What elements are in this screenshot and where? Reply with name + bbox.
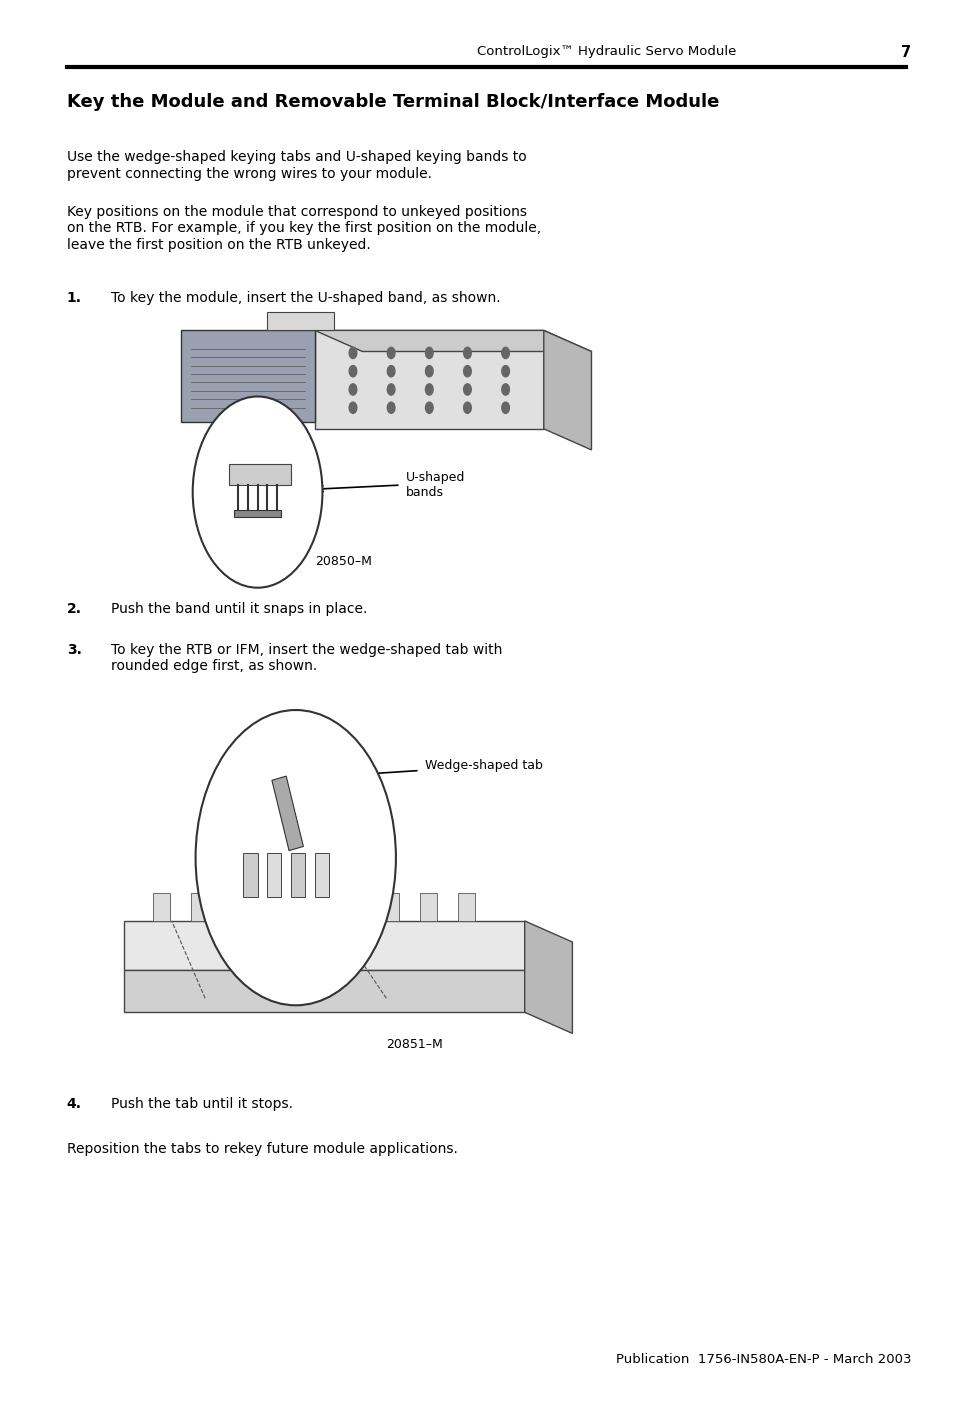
Text: 2.: 2. xyxy=(67,602,82,616)
Polygon shape xyxy=(267,312,334,330)
Text: 20851–M: 20851–M xyxy=(386,1038,442,1050)
Polygon shape xyxy=(305,893,322,921)
Circle shape xyxy=(463,384,471,395)
Text: Key positions on the module that correspond to unkeyed positions
on the RTB. For: Key positions on the module that corresp… xyxy=(67,205,540,252)
Circle shape xyxy=(501,384,509,395)
Polygon shape xyxy=(181,330,314,422)
Circle shape xyxy=(349,402,356,413)
Polygon shape xyxy=(381,893,398,921)
Circle shape xyxy=(193,396,322,588)
Circle shape xyxy=(425,384,433,395)
Circle shape xyxy=(463,347,471,359)
Polygon shape xyxy=(243,853,257,897)
Polygon shape xyxy=(233,510,281,517)
Polygon shape xyxy=(152,893,170,921)
Text: ControlLogix™ Hydraulic Servo Module: ControlLogix™ Hydraulic Servo Module xyxy=(476,45,736,58)
Circle shape xyxy=(501,366,509,377)
Polygon shape xyxy=(124,921,524,970)
Text: 1.: 1. xyxy=(67,291,82,305)
Polygon shape xyxy=(291,853,305,897)
Polygon shape xyxy=(314,330,591,352)
Circle shape xyxy=(387,366,395,377)
Text: 20850–M: 20850–M xyxy=(314,555,372,568)
Circle shape xyxy=(387,384,395,395)
Polygon shape xyxy=(229,464,291,485)
Circle shape xyxy=(387,347,395,359)
Circle shape xyxy=(425,347,433,359)
Text: Key the Module and Removable Terminal Block/Interface Module: Key the Module and Removable Terminal Bl… xyxy=(67,93,719,111)
Text: 3.: 3. xyxy=(67,643,82,657)
Polygon shape xyxy=(314,853,329,897)
Circle shape xyxy=(501,402,509,413)
Polygon shape xyxy=(229,893,246,921)
Circle shape xyxy=(387,402,395,413)
Text: Reposition the tabs to rekey future module applications.: Reposition the tabs to rekey future modu… xyxy=(67,1142,457,1156)
Polygon shape xyxy=(343,893,360,921)
Text: Push the band until it snaps in place.: Push the band until it snaps in place. xyxy=(111,602,367,616)
Circle shape xyxy=(463,366,471,377)
Text: 4.: 4. xyxy=(67,1097,82,1111)
Text: Publication  1756-IN580A-EN-P - March 2003: Publication 1756-IN580A-EN-P - March 200… xyxy=(615,1353,910,1365)
Polygon shape xyxy=(419,893,436,921)
Circle shape xyxy=(349,384,356,395)
Text: U-shaped
bands: U-shaped bands xyxy=(405,471,464,499)
Polygon shape xyxy=(543,330,591,450)
Text: Use the wedge-shaped keying tabs and U-shaped keying bands to
prevent connecting: Use the wedge-shaped keying tabs and U-s… xyxy=(67,150,526,180)
Polygon shape xyxy=(267,853,281,897)
Polygon shape xyxy=(314,330,543,429)
Circle shape xyxy=(349,347,356,359)
Text: Wedge-shaped tab: Wedge-shaped tab xyxy=(424,759,542,772)
Polygon shape xyxy=(457,893,475,921)
Text: Push the tab until it stops.: Push the tab until it stops. xyxy=(111,1097,293,1111)
Polygon shape xyxy=(267,893,284,921)
Circle shape xyxy=(463,402,471,413)
Circle shape xyxy=(501,347,509,359)
Polygon shape xyxy=(524,921,572,1033)
Polygon shape xyxy=(272,776,303,851)
Text: 7: 7 xyxy=(900,45,910,60)
Text: To key the RTB or IFM, insert the wedge-shaped tab with
rounded edge first, as s: To key the RTB or IFM, insert the wedge-… xyxy=(111,643,501,672)
Circle shape xyxy=(425,366,433,377)
Text: To key the module, insert the U-shaped band, as shown.: To key the module, insert the U-shaped b… xyxy=(111,291,499,305)
Polygon shape xyxy=(124,970,524,1012)
Polygon shape xyxy=(191,893,208,921)
Circle shape xyxy=(195,710,395,1005)
Circle shape xyxy=(349,366,356,377)
Circle shape xyxy=(425,402,433,413)
